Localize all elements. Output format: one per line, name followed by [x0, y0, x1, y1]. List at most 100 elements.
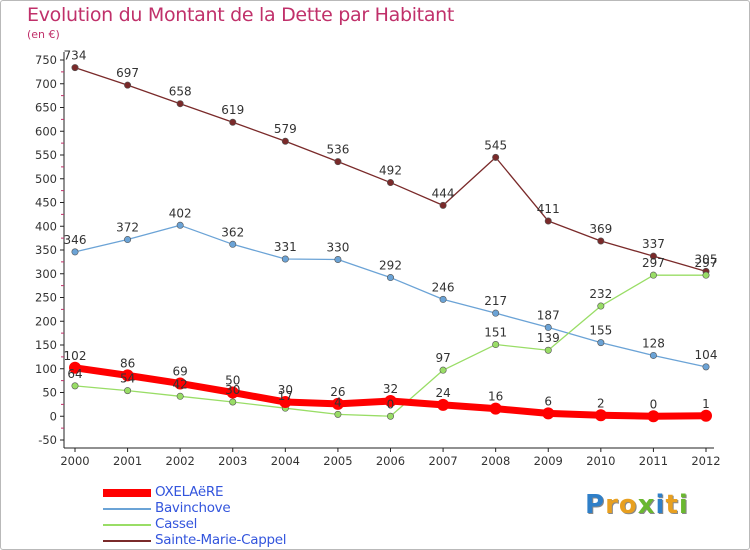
data-label: 155 [589, 324, 612, 338]
data-label: 734 [64, 49, 87, 63]
chart-title: Evolution du Montant de la Dette par Hab… [27, 4, 455, 26]
data-point [439, 201, 447, 209]
y-tick-label: 100 [35, 362, 57, 376]
x-tick-label: 2002 [166, 454, 195, 468]
data-label: 411 [537, 202, 560, 216]
data-point [334, 255, 342, 263]
data-label: 246 [432, 280, 455, 294]
y-tick-label: 250 [35, 291, 57, 305]
x-tick-label: 2001 [113, 454, 142, 468]
data-point [71, 382, 79, 390]
data-point [124, 387, 132, 395]
data-point [281, 255, 289, 263]
logo-letter: o [618, 490, 638, 520]
data-label: 217 [484, 294, 507, 308]
data-point [489, 402, 502, 415]
data-label: 0 [387, 397, 395, 411]
data-label: 32 [383, 382, 398, 396]
data-label: 545 [484, 138, 507, 152]
data-label: 697 [116, 66, 139, 80]
data-point [176, 100, 184, 108]
data-point [702, 271, 710, 279]
data-label: 369 [589, 222, 612, 236]
legend-swatch [103, 508, 151, 510]
data-point [229, 118, 237, 126]
logo-letter: r [605, 490, 619, 520]
data-label: 0 [650, 397, 658, 411]
data-point [226, 386, 239, 399]
y-tick-label: 500 [35, 172, 57, 186]
data-label: 102 [64, 349, 87, 363]
data-point [649, 271, 657, 279]
x-tick-label: 2009 [534, 454, 563, 468]
data-label: 305 [695, 252, 718, 266]
data-point [334, 158, 342, 166]
x-tick-label: 2007 [428, 454, 457, 468]
data-label: 128 [642, 336, 665, 350]
data-point [492, 341, 500, 349]
data-point [331, 397, 344, 410]
legend-label: Cassel [155, 516, 198, 532]
data-label: 331 [274, 240, 297, 254]
data-label: 97 [435, 351, 450, 365]
data-point [71, 248, 79, 256]
data-point [544, 346, 552, 354]
data-point [124, 236, 132, 244]
data-point [386, 412, 394, 420]
data-point [386, 274, 394, 282]
y-tick-label: 200 [35, 314, 57, 328]
logo-letter: t [665, 490, 679, 520]
data-point [121, 369, 134, 382]
data-label: 330 [326, 241, 349, 255]
legend-label: Sainte-Marie-Cappel [155, 532, 287, 548]
data-label: 658 [169, 85, 192, 99]
y-tick-label: 300 [35, 267, 57, 281]
data-label: 619 [221, 103, 244, 117]
data-label: 402 [169, 206, 192, 220]
data-label: 2 [597, 396, 605, 410]
data-point [176, 221, 184, 229]
data-point [229, 240, 237, 248]
data-label: 17 [278, 389, 293, 403]
chart-unit-label: (en €) [27, 28, 60, 41]
legend-swatch [103, 540, 151, 542]
data-label: 6 [544, 394, 552, 408]
data-label: 297 [642, 256, 665, 270]
data-label: 104 [695, 348, 718, 362]
legend-label: Bavinchove [155, 500, 231, 516]
data-label: 69 [173, 364, 188, 378]
data-point [279, 396, 292, 408]
x-tick-label: 2000 [60, 454, 89, 468]
data-label: 30 [278, 383, 293, 397]
data-point [71, 64, 79, 72]
x-tick-label: 2004 [271, 454, 300, 468]
data-label: 337 [642, 237, 665, 251]
data-label: 444 [432, 186, 455, 200]
x-tick-label: 2011 [639, 454, 668, 468]
logo-letter: P [585, 490, 606, 520]
data-point [702, 363, 710, 371]
data-point [594, 409, 607, 422]
y-tick-label: 700 [35, 77, 57, 91]
data-label: 297 [695, 256, 718, 270]
data-label: 536 [326, 143, 349, 157]
data-point [437, 398, 450, 411]
data-label: 26 [330, 385, 345, 399]
y-tick-label: -50 [38, 433, 57, 447]
data-point [176, 392, 184, 400]
logo-letter: i [678, 490, 689, 520]
y-tick-label: 400 [35, 219, 57, 233]
y-tick-label: 650 [35, 101, 57, 115]
legend-swatch [103, 489, 151, 497]
y-tick-label: 50 [42, 386, 57, 400]
data-label: 64 [67, 367, 82, 381]
x-tick-label: 2012 [691, 454, 720, 468]
data-point [544, 323, 552, 331]
data-label: 492 [379, 164, 402, 178]
x-tick-label: 2010 [586, 454, 615, 468]
y-tick-label: 750 [35, 53, 57, 67]
x-tick-label: 2006 [376, 454, 405, 468]
data-label: 24 [435, 386, 450, 400]
data-point [334, 410, 342, 418]
